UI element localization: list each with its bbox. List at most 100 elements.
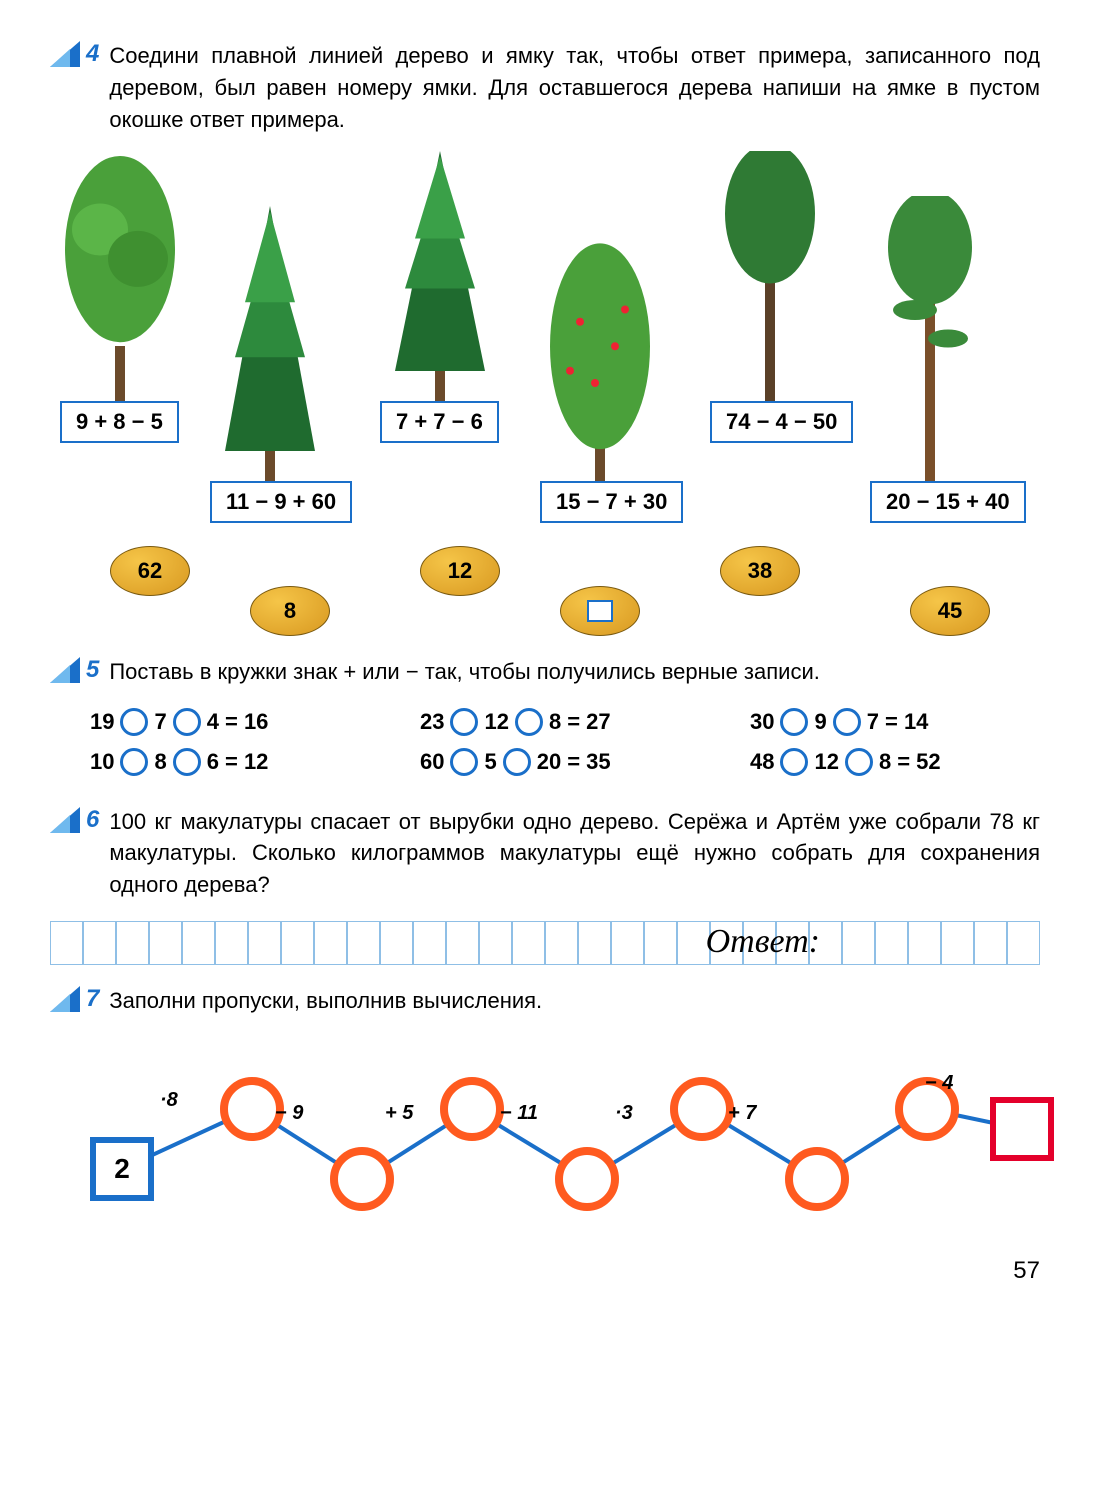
eq: = 14 xyxy=(885,709,928,735)
equation-box: 7 + 7 − 6 xyxy=(380,401,499,443)
grid-cell[interactable] xyxy=(974,921,1007,965)
num: 6 xyxy=(207,749,219,775)
grid-cell[interactable] xyxy=(1007,921,1040,965)
sign-circle[interactable] xyxy=(515,708,543,736)
task-4-header: 4 Соедини плавной линией дерево и ямку т… xyxy=(50,40,1040,136)
hole: 45 xyxy=(910,586,990,636)
sign-circle[interactable] xyxy=(120,708,148,736)
grid-cell[interactable] xyxy=(149,921,182,965)
grid-cell[interactable] xyxy=(578,921,611,965)
eq: = 12 xyxy=(225,749,268,775)
num: 12 xyxy=(814,749,838,775)
hole: 62 xyxy=(110,546,190,596)
num: 9 xyxy=(814,709,826,735)
tree-with-equation xyxy=(60,156,180,406)
grid-cell[interactable] xyxy=(644,921,677,965)
grid-cell[interactable] xyxy=(512,921,545,965)
tree-with-equation xyxy=(710,151,830,406)
grid-cell[interactable] xyxy=(545,921,578,965)
num: 60 xyxy=(420,749,444,775)
grid-cell[interactable] xyxy=(611,921,644,965)
sign-circle[interactable] xyxy=(780,748,808,776)
sign-equation: 30 9 7= 14 xyxy=(750,708,1040,736)
task-5-text: Поставь в кружки знак + или − так, чтобы… xyxy=(109,656,1040,688)
num: 5 xyxy=(484,749,496,775)
num: 48 xyxy=(750,749,774,775)
equation-box: 11 − 9 + 60 xyxy=(210,481,352,523)
calculation-chain: 2·8− 9+ 5− 11·3+ 7− 4 xyxy=(50,1047,1040,1227)
num: 4 xyxy=(207,709,219,735)
task-number: 6 xyxy=(86,806,99,834)
task-6-text: 100 кг макулатуры спасает от вырубки одн… xyxy=(109,806,1040,902)
task-5-header: 5 Поставь в кружки знак + или − так, что… xyxy=(50,656,1040,688)
task-5-equations: 1974= 1623128= 273097= 141086= 1260520= … xyxy=(90,708,1040,776)
sign-circle[interactable] xyxy=(173,708,201,736)
tree-icon xyxy=(540,236,660,486)
num: 23 xyxy=(420,709,444,735)
hole-blank[interactable] xyxy=(560,586,640,636)
task-7-header: 7 Заполни пропуски, выполнив вычисления. xyxy=(50,985,1040,1017)
chain-circle[interactable] xyxy=(440,1077,504,1141)
chain-circle[interactable] xyxy=(555,1147,619,1211)
grid-cell[interactable] xyxy=(281,921,314,965)
num: 20 xyxy=(537,749,561,775)
num: 30 xyxy=(750,709,774,735)
tree-with-equation xyxy=(870,196,990,486)
num: 8 xyxy=(879,749,891,775)
sign-circle[interactable] xyxy=(450,748,478,776)
chain-operation: ·3 xyxy=(615,1102,633,1125)
equation-box: 20 − 15 + 40 xyxy=(870,481,1026,523)
sign-equation: 60 5 20= 35 xyxy=(420,748,710,776)
answer-grid[interactable]: Ответ: xyxy=(50,921,1040,965)
grid-cell[interactable] xyxy=(314,921,347,965)
tree-icon xyxy=(380,151,500,406)
grid-cell[interactable] xyxy=(83,921,116,965)
blank-input[interactable] xyxy=(587,600,613,622)
grid-cell[interactable] xyxy=(50,921,83,965)
sign-circle[interactable] xyxy=(503,748,531,776)
grid-cell[interactable] xyxy=(479,921,512,965)
trees-diagram: 9 + 8 − 5 11 − 9 + 60 7 + 7 − 6 15 − 7 +… xyxy=(50,146,1040,636)
task-4-text: Соедини плавной линией дерево и ямку так… xyxy=(109,40,1040,136)
tree-icon xyxy=(210,206,330,486)
sign-circle[interactable] xyxy=(833,708,861,736)
equation-box: 74 − 4 − 50 xyxy=(710,401,853,443)
task-7-text: Заполни пропуски, выполнив вычисления. xyxy=(109,985,1040,1017)
task-marker: 7 xyxy=(50,985,99,1013)
chain-circle[interactable] xyxy=(785,1147,849,1211)
chain-circle[interactable] xyxy=(330,1147,394,1211)
sign-circle[interactable] xyxy=(450,708,478,736)
num: 10 xyxy=(90,749,114,775)
grid-cell[interactable] xyxy=(842,921,875,965)
task-marker: 5 xyxy=(50,656,99,684)
num: 7 xyxy=(154,709,166,735)
grid-cell[interactable] xyxy=(446,921,479,965)
sign-circle[interactable] xyxy=(845,748,873,776)
chain-circle[interactable] xyxy=(670,1077,734,1141)
grid-cell[interactable] xyxy=(941,921,974,965)
eq: = 27 xyxy=(567,709,610,735)
sign-circle[interactable] xyxy=(120,748,148,776)
grid-cell[interactable] xyxy=(875,921,908,965)
grid-cell[interactable] xyxy=(215,921,248,965)
grid-cell[interactable] xyxy=(248,921,281,965)
num: 12 xyxy=(484,709,508,735)
grid-cell[interactable] xyxy=(908,921,941,965)
tree-icon xyxy=(710,151,830,406)
sign-circle[interactable] xyxy=(173,748,201,776)
eq: = 35 xyxy=(567,749,610,775)
sign-equation: 1974= 16 xyxy=(90,708,380,736)
task-number: 7 xyxy=(86,985,99,1013)
sign-circle[interactable] xyxy=(780,708,808,736)
eq: = 52 xyxy=(897,749,940,775)
grid-cell[interactable] xyxy=(116,921,149,965)
chain-end-box[interactable] xyxy=(990,1097,1054,1161)
grid-cell[interactable] xyxy=(347,921,380,965)
hole: 8 xyxy=(250,586,330,636)
grid-cell[interactable] xyxy=(413,921,446,965)
num: 7 xyxy=(867,709,879,735)
equation-box: 15 − 7 + 30 xyxy=(540,481,683,523)
chain-operation: + 5 xyxy=(385,1102,413,1125)
grid-cell[interactable] xyxy=(182,921,215,965)
grid-cell[interactable] xyxy=(380,921,413,965)
